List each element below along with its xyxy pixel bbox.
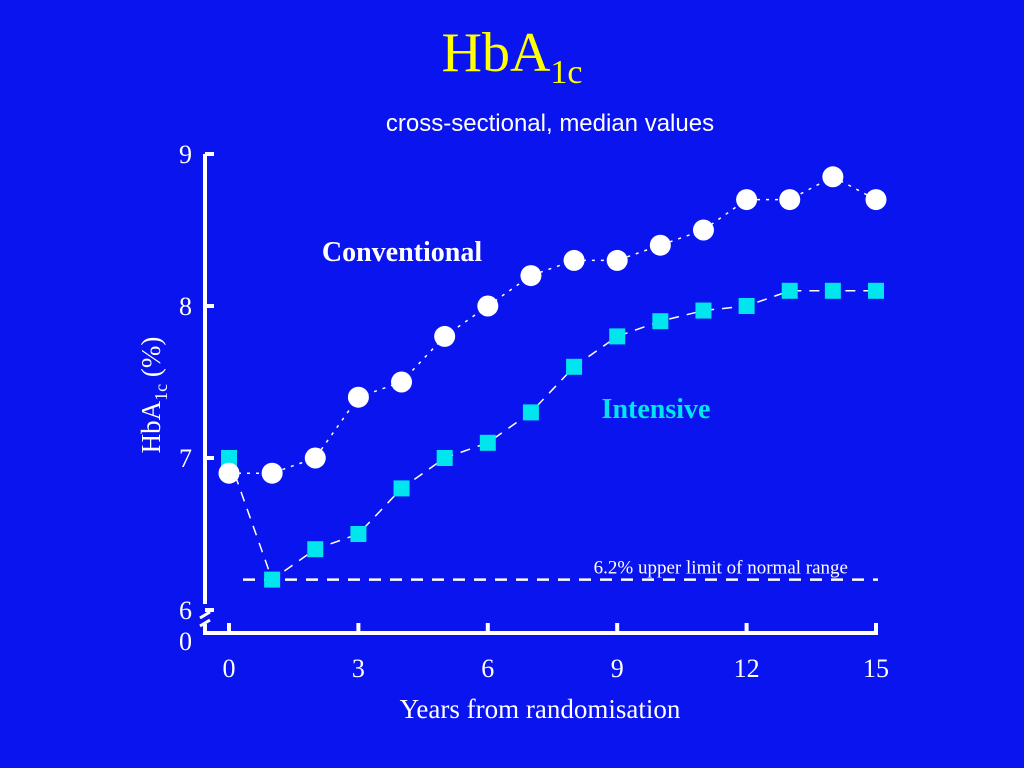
x-tick-label: 3 <box>352 654 365 683</box>
axes: 6 7 8 9 0 0 3 6 9 12 15 <box>179 140 889 683</box>
x-tick-label: 9 <box>611 654 624 683</box>
intensive-point <box>652 313 669 330</box>
intensive-point <box>307 541 324 558</box>
x-tick-label: 12 <box>734 654 760 683</box>
conventional-point <box>218 462 240 484</box>
conventional-point <box>434 325 456 347</box>
conventional-line <box>229 175 877 474</box>
slide-subtitle: cross-sectional, median values <box>385 110 715 137</box>
conventional-point <box>520 265 542 287</box>
title-main: HbA <box>441 22 551 84</box>
y-title-unit: (%) <box>136 337 166 384</box>
intensive-point <box>264 571 281 588</box>
conventional-point <box>736 189 758 211</box>
y-axis-break-mark <box>199 610 211 628</box>
conventional-point <box>391 371 413 393</box>
y-tick-label: 8 <box>179 292 192 321</box>
intensive-line <box>228 290 876 581</box>
intensive-point <box>479 434 496 451</box>
intensive-point <box>522 404 539 421</box>
conventional-point <box>649 234 671 256</box>
intensive-point <box>566 358 583 375</box>
intensive-point <box>824 282 841 299</box>
intensive-point <box>350 526 367 542</box>
series-label-intensive: Intensive <box>602 394 711 425</box>
y-tick-label-zero: 0 <box>179 627 192 656</box>
intensive-point <box>781 282 798 299</box>
y-title-sub: 1c <box>151 384 171 401</box>
slide-title: HbA1c <box>0 18 1024 108</box>
series-group <box>218 166 887 588</box>
y-tick-label: 9 <box>179 140 192 169</box>
title-subscript: 1c <box>550 54 583 91</box>
conventional-point <box>822 166 844 188</box>
intensive-point <box>868 282 884 299</box>
x-tick-label: 0 <box>223 654 236 683</box>
reference-line-label: 6.2% upper limit of normal range <box>594 558 848 579</box>
y-axis-title: HbA1c (%) <box>136 337 171 454</box>
series-label-conventional: Conventional <box>322 237 482 268</box>
conventional-point <box>347 386 369 408</box>
conventional-point <box>606 249 628 271</box>
intensive-point <box>738 298 755 314</box>
x-tick-label: 6 <box>481 654 494 683</box>
conventional-point <box>865 189 887 211</box>
x-axis-title: Years from randomisation <box>400 694 681 724</box>
x-tick-label: 15 <box>863 654 889 683</box>
intensive-point <box>221 450 237 466</box>
intensive-point <box>609 328 626 345</box>
conventional-point <box>692 219 714 241</box>
y-tick-label: 7 <box>179 444 192 473</box>
reference-line-group: 6.2% upper limit of normal range <box>243 558 878 581</box>
intensive-point <box>695 302 712 319</box>
y-tick-label: 6 <box>179 596 192 625</box>
conventional-point <box>477 295 499 317</box>
conventional-point <box>304 447 326 469</box>
conventional-point <box>563 249 585 271</box>
conventional-point <box>261 462 283 484</box>
intensive-point <box>436 450 453 466</box>
conventional-point <box>779 189 801 211</box>
y-title-main: HbA <box>136 400 166 453</box>
intensive-point <box>393 480 410 497</box>
